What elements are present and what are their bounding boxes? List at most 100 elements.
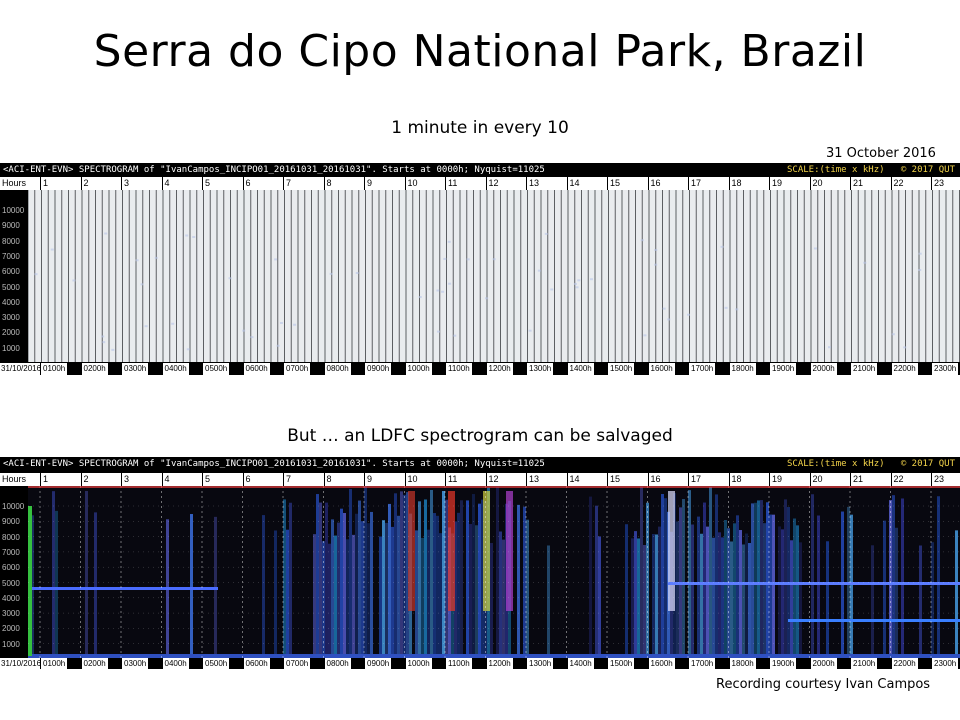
spectral-column	[895, 527, 898, 658]
hour-tick: 16	[647, 473, 661, 486]
date-axis-label: 31/10/2016	[0, 363, 42, 375]
spectral-column	[733, 523, 736, 658]
time-tick: 0600h	[242, 363, 270, 375]
spectral-column	[691, 524, 694, 658]
spectral-column	[364, 486, 367, 658]
frequency-tick: 8000	[2, 532, 20, 542]
spectral-speck	[441, 290, 445, 293]
spectral-speck	[185, 234, 189, 237]
spectral-speck	[111, 348, 115, 351]
spectral-column	[688, 490, 691, 658]
spectral-speck	[192, 236, 196, 239]
time-tick: 0200h	[80, 363, 108, 375]
spectral-column	[850, 514, 853, 658]
frequency-tick: 2000	[2, 328, 20, 338]
spectral-speck	[643, 334, 647, 337]
frequency-tick: 3000	[2, 609, 20, 619]
time-tick: 1900h	[769, 658, 797, 669]
spectral-column	[454, 521, 457, 658]
hour-tick: 9	[364, 177, 372, 190]
spectral-speck	[528, 329, 532, 332]
hour-tick: 22	[890, 177, 904, 190]
spectral-speck	[436, 330, 440, 333]
frequency-tick: 9000	[2, 517, 20, 527]
time-tick: 2100h	[850, 363, 878, 375]
hour-tick: 21	[850, 177, 863, 190]
spectral-column	[394, 493, 397, 658]
spectral-speck	[686, 313, 690, 316]
spectral-speck	[492, 258, 496, 261]
spectral-speck	[662, 307, 666, 310]
spectral-speck	[573, 282, 577, 285]
spectral-speck	[171, 322, 175, 325]
hours-axis: Hours 1 2 3 4 5 6 7 8 9 10 11 12 13 14 15 16 17 18 19 20 21 2…	[0, 473, 960, 486]
spectral-speck	[466, 258, 470, 261]
spectral-speck	[154, 256, 158, 259]
time-tick: 0800h	[323, 363, 351, 375]
time-tick: 0600h	[242, 658, 270, 669]
frequency-tick: 6000	[2, 267, 20, 277]
spectral-column	[766, 502, 769, 658]
spectral-column	[370, 511, 373, 658]
hour-tick: 20	[809, 473, 823, 486]
spectral-column	[931, 542, 934, 658]
spectral-column	[661, 494, 664, 658]
hour-tick: 13	[526, 177, 539, 190]
spectral-column	[283, 499, 286, 658]
spectral-speck	[34, 273, 38, 276]
frequency-tick: 4000	[2, 297, 20, 307]
frequency-tick: 10000	[2, 206, 25, 215]
spectral-column	[697, 516, 700, 658]
spectral-speck	[228, 277, 232, 280]
spectral-column	[355, 513, 358, 658]
spectral-column	[496, 486, 499, 658]
spectral-column	[94, 512, 97, 658]
spectral-speck	[102, 341, 106, 344]
spectral-column	[781, 529, 784, 658]
spectral-speck	[453, 334, 457, 337]
spectral-column	[190, 514, 193, 658]
time-tick: 2200h	[890, 363, 918, 375]
spectral-column	[433, 513, 436, 658]
spectrogram-plot-sampled	[28, 190, 960, 362]
spectral-column	[325, 502, 328, 658]
spectral-speck	[242, 329, 246, 332]
spectral-column	[901, 498, 904, 658]
spectral-column	[892, 495, 895, 658]
spectral-column	[793, 518, 796, 658]
spectral-column	[421, 537, 424, 658]
spectral-speck	[485, 297, 489, 300]
hour-tick: 20	[809, 177, 823, 190]
insect-band	[668, 582, 960, 585]
spectral-column	[406, 492, 409, 658]
hour-tick: 23	[931, 473, 944, 486]
spectral-speck	[544, 232, 548, 235]
hour-tick: 12	[485, 473, 499, 486]
time-axis: 31/10/2016 0100h 0200h 0300h 0400h 0500h 0600…	[0, 658, 960, 669]
spectral-column	[739, 530, 742, 658]
spectrogram-header: <ACI-ENT-EVN> SPECTROGRAM of "IvanCampos…	[0, 457, 960, 471]
spectral-column	[523, 506, 526, 658]
spectral-column	[415, 530, 418, 658]
hour-tick: 4	[161, 177, 170, 190]
frequency-axis: 10000 9000 8000 7000 6000 5000 4000 3000 2000 100…	[0, 486, 28, 658]
spectral-speck	[640, 239, 644, 242]
spectral-column	[547, 545, 550, 658]
spectral-column	[481, 499, 484, 658]
hour-tick: 14	[566, 473, 580, 486]
spectral-column	[526, 519, 529, 658]
spectral-column	[871, 545, 874, 658]
time-tick: 2000h	[809, 658, 837, 669]
frequency-tick: 1000	[2, 343, 20, 353]
time-tick: 0300h	[121, 363, 149, 375]
hour-tick: 17	[688, 177, 701, 190]
hour-tick: 2	[80, 473, 89, 486]
hour-tick: 11	[445, 177, 457, 190]
hour-tick: 21	[850, 473, 863, 486]
frequency-tick: 7000	[2, 547, 20, 557]
spectral-column	[358, 500, 361, 658]
spectral-column	[598, 536, 601, 658]
spectral-column	[751, 503, 754, 658]
hour-tick: 7	[283, 177, 291, 190]
spectral-column	[400, 491, 403, 658]
